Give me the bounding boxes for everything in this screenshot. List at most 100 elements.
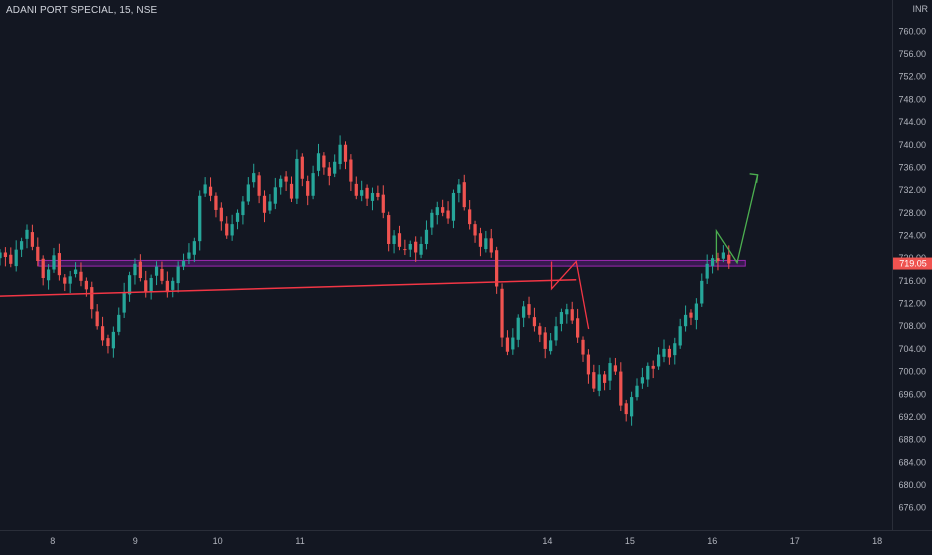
candle-down [208,186,213,196]
candle-down [106,338,110,347]
candle-down [100,326,105,341]
candle-down [57,253,62,276]
candle-up [629,397,634,417]
candle-down [689,312,693,318]
candle-down [30,232,35,247]
candle-up [678,326,682,346]
x-tick-label: 11 [295,536,304,546]
candle-down [478,233,483,247]
candle-down [365,187,369,199]
candle-up [392,235,396,244]
candle-up [484,238,488,250]
symbol-title: ADANI PORT SPECIAL, 15, NSE [6,5,158,16]
candle-down [138,261,142,279]
x-tick-label: 10 [213,536,223,546]
candle-down [9,254,13,264]
y-tick-label: 736.00 [898,162,926,172]
candle-up [694,303,698,320]
candle-down [727,254,731,264]
y-tick-label: 724.00 [898,230,926,240]
candle-down [532,317,537,327]
candle-up [316,153,321,171]
candle-up [68,276,72,284]
candle-down [354,183,358,196]
candle-down [381,194,385,213]
candle-up [360,190,364,196]
candle-up [246,184,250,202]
candle-down [257,175,261,196]
trendline[interactable] [0,278,577,297]
candle-down [495,250,499,287]
y-tick-label: 676.00 [898,503,926,513]
y-tick-label: 692.00 [898,412,926,422]
resistance-zone[interactable] [38,259,746,267]
y-tick-label: 728.00 [898,208,926,218]
y-tick-label: 696.00 [898,389,926,399]
y-tick-label: 760.00 [898,26,926,36]
candle-up [203,184,207,194]
candle-up [683,314,688,327]
candle-up [457,184,461,193]
candle-up [549,340,553,352]
candle-up [149,278,153,293]
candle-down [165,280,169,293]
y-tick-label: 716.00 [898,276,926,286]
candle-up [133,263,137,276]
candle-down [3,252,8,258]
candle-up [14,249,18,267]
candle-up [721,252,725,259]
candle-up [435,207,439,216]
candle-up [268,201,272,211]
candle-up [122,292,126,313]
candle-down [602,374,607,383]
candle-down [667,348,672,358]
candle-down [322,155,326,168]
candle-down [446,210,450,219]
y-tick-label: 756.00 [898,49,926,59]
candle-down [397,233,402,247]
y-tick-label: 700.00 [898,367,926,377]
last-price-label: 719.05 [899,259,927,269]
candle-down [300,156,304,179]
candle-down [505,337,510,352]
last-price-badge [893,257,932,270]
candle-up [235,212,240,222]
candle-up [419,243,423,255]
down-projection-path[interactable] [550,260,590,330]
candle-down [41,258,45,279]
up-projection-arrowhead [749,173,759,183]
candle-up [710,258,715,267]
x-tick-label: 14 [542,536,552,546]
candle-down [586,354,591,375]
y-tick-label: 732.00 [898,185,926,195]
candle-down [343,144,348,162]
candle-up [192,241,196,255]
candle-down [90,287,94,310]
candle-up [181,260,186,267]
y-tick-label: 708.00 [898,321,926,331]
candle-down [613,365,618,372]
candle-up [424,229,429,244]
candle-up [311,173,315,196]
candle-down [468,209,472,225]
candle-up [198,195,202,242]
candle-up [646,365,650,380]
x-tick-label: 18 [872,536,882,546]
candle-down [349,159,353,182]
candle-down [575,318,580,338]
candle-down [79,271,83,281]
candle-up [565,309,569,315]
candle-up [46,269,51,281]
candle-up [516,317,520,340]
candle-up [241,201,245,216]
candle-up [171,280,175,290]
candle-up [554,326,558,341]
candle-down [543,332,547,349]
y-axis-currency: INR [913,4,929,14]
candle-up [273,187,277,204]
up-projection-path[interactable] [715,174,759,265]
candle-down [387,215,391,244]
candle-up [522,306,526,318]
